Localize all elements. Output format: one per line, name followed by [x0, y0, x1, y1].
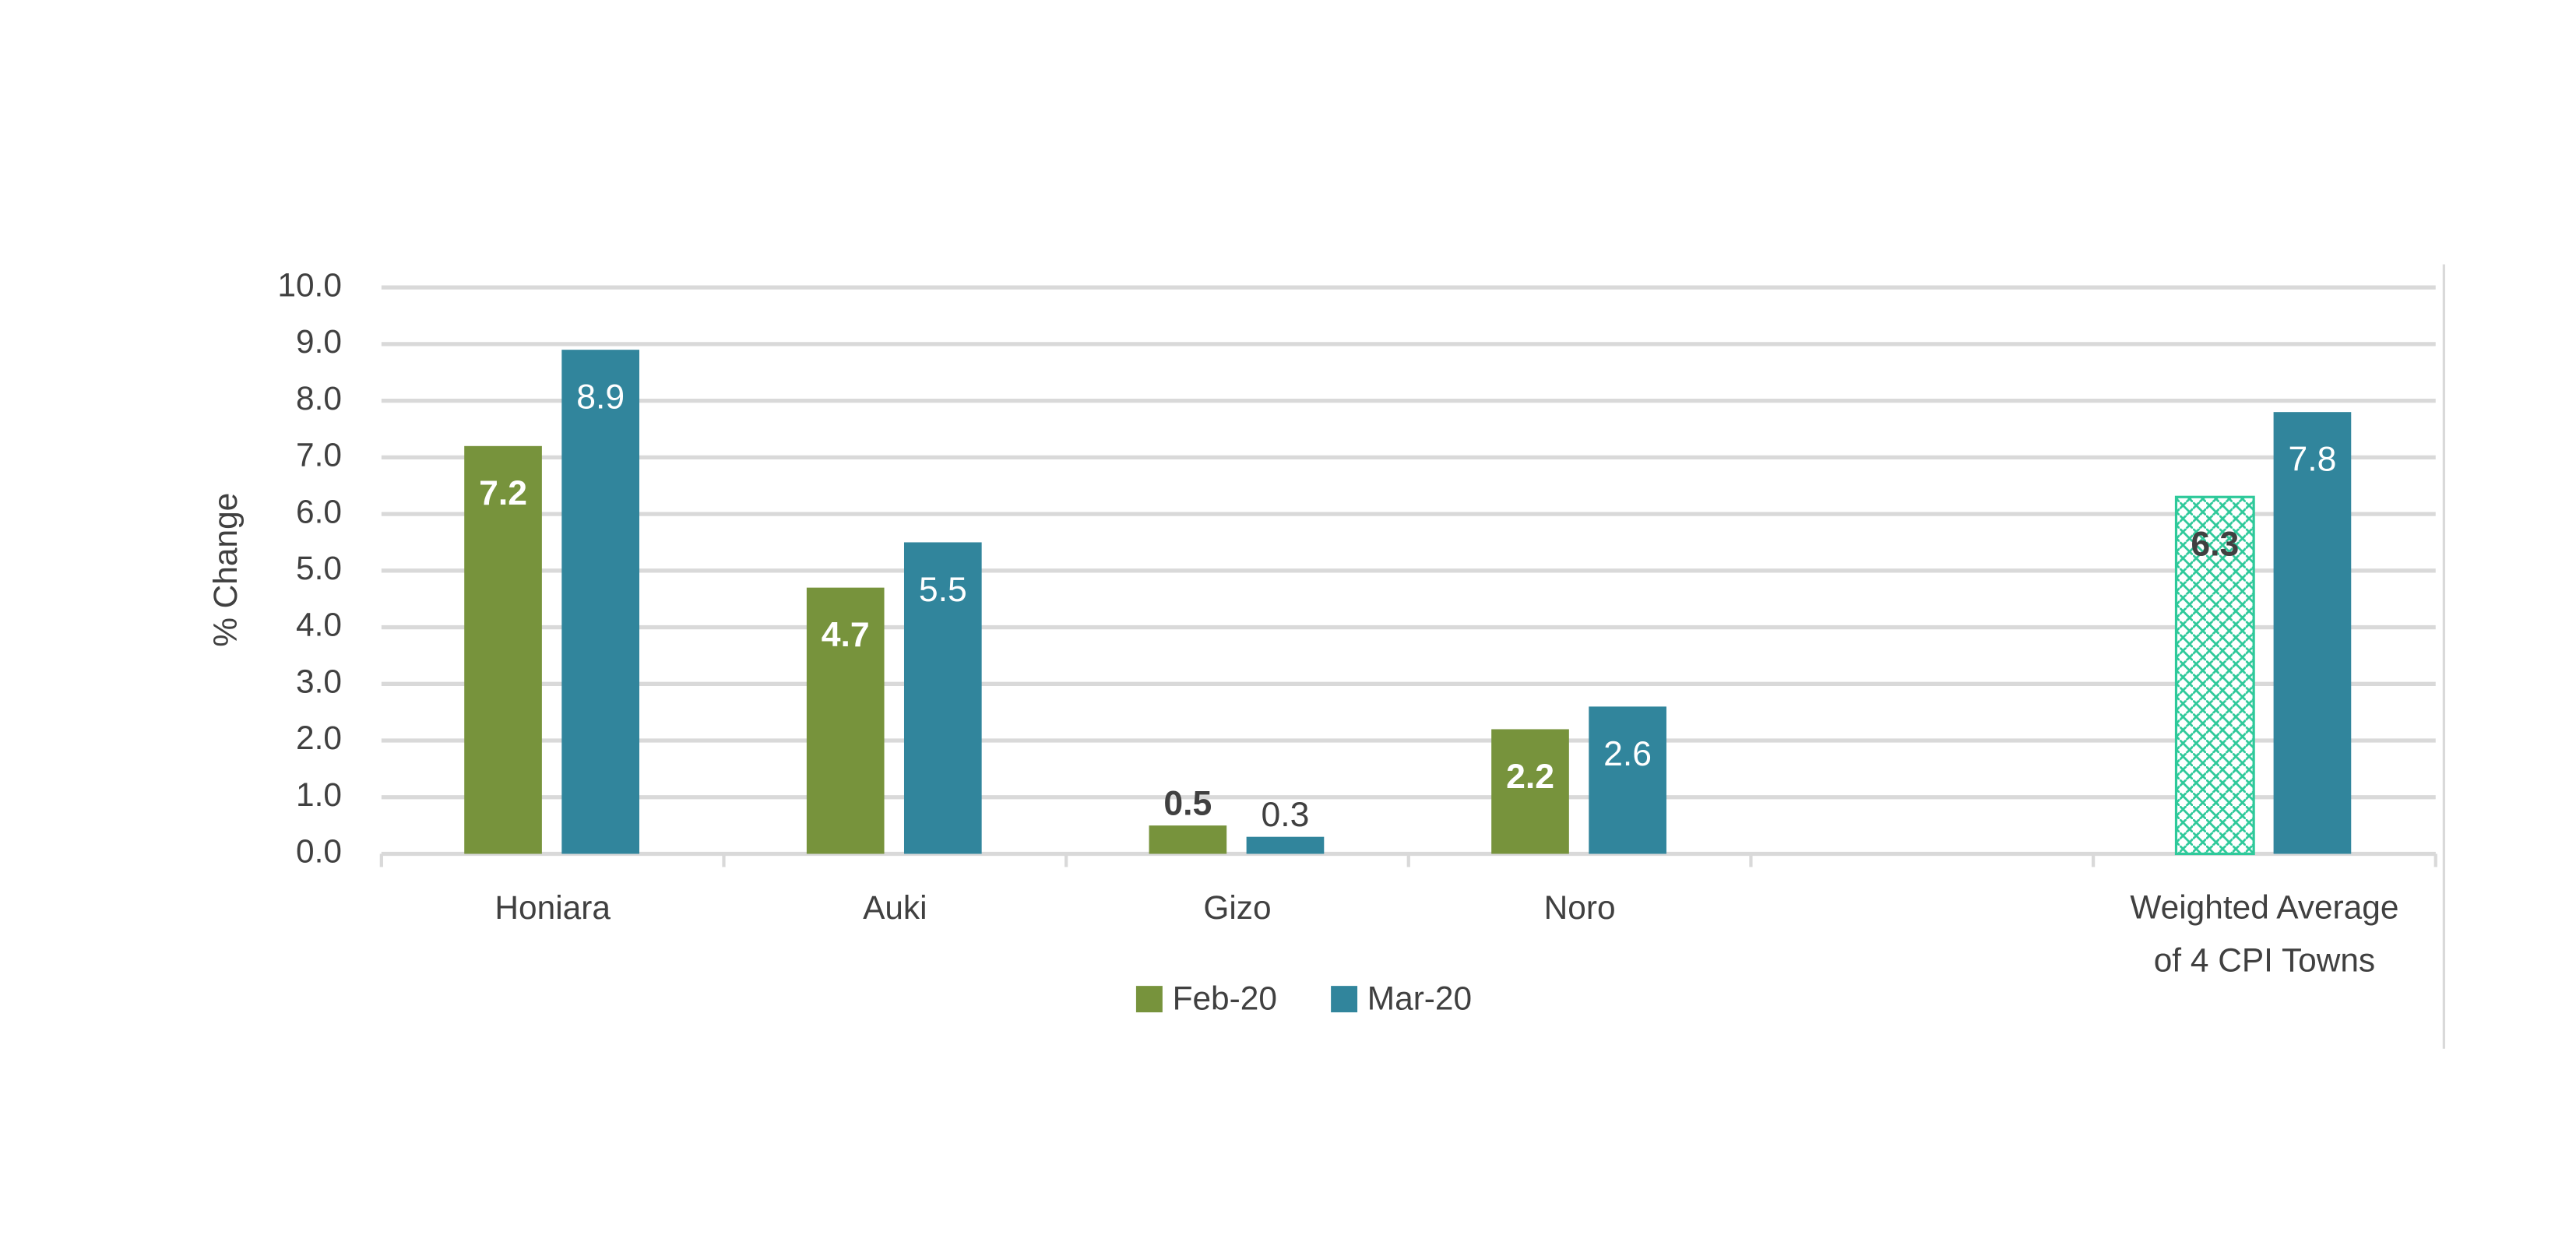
data-label: 0.5	[1163, 784, 1212, 822]
y-tick-label: 4.0	[296, 607, 342, 643]
y-tick-label: 2.0	[296, 720, 342, 756]
data-label: 7.2	[479, 474, 527, 512]
y-tick-label: 10.0	[277, 266, 342, 303]
legend-swatch	[1331, 986, 1358, 1013]
data-label: 4.7	[822, 616, 870, 654]
data-label: 7.8	[2288, 441, 2336, 479]
bar	[806, 587, 885, 854]
legend-label: Feb-20	[1173, 980, 1277, 1016]
x-tick-label: Honiara	[494, 889, 611, 926]
y-tick-label: 9.0	[296, 323, 342, 360]
bar	[561, 350, 639, 854]
y-axis-label: % Change	[207, 493, 244, 647]
data-label: 0.3	[1262, 796, 1310, 834]
x-tick-label: Gizo	[1203, 889, 1271, 926]
x-tick-label: Noro	[1544, 889, 1616, 926]
bar	[1589, 706, 1666, 854]
bar	[2174, 495, 2255, 856]
bar	[1491, 729, 1569, 854]
y-tick-label: 3.0	[296, 663, 342, 699]
y-tick-label: 0.0	[296, 833, 342, 870]
data-label: 2.6	[1603, 735, 1652, 773]
y-tick-label: 6.0	[296, 493, 342, 530]
bar	[1149, 825, 1227, 854]
x-tick-label: Auki	[863, 889, 927, 926]
legend-label: Mar-20	[1367, 980, 1472, 1016]
bar	[464, 445, 542, 854]
data-label: 6.3	[2191, 526, 2239, 564]
bar	[1246, 836, 1325, 854]
y-tick-label: 7.0	[296, 437, 342, 473]
x-tick-label: Weighted Average of 4 CPI Towns	[2130, 889, 2398, 979]
data-label: 2.2	[1506, 758, 1554, 796]
data-label: 8.9	[576, 378, 625, 417]
legend-swatch	[1135, 986, 1163, 1013]
bar	[903, 542, 982, 854]
y-tick-label: 1.0	[296, 776, 342, 813]
bar	[2273, 412, 2352, 854]
data-label: 5.5	[919, 571, 967, 609]
y-tick-label: 5.0	[296, 550, 342, 586]
y-tick-label: 8.0	[296, 380, 342, 417]
